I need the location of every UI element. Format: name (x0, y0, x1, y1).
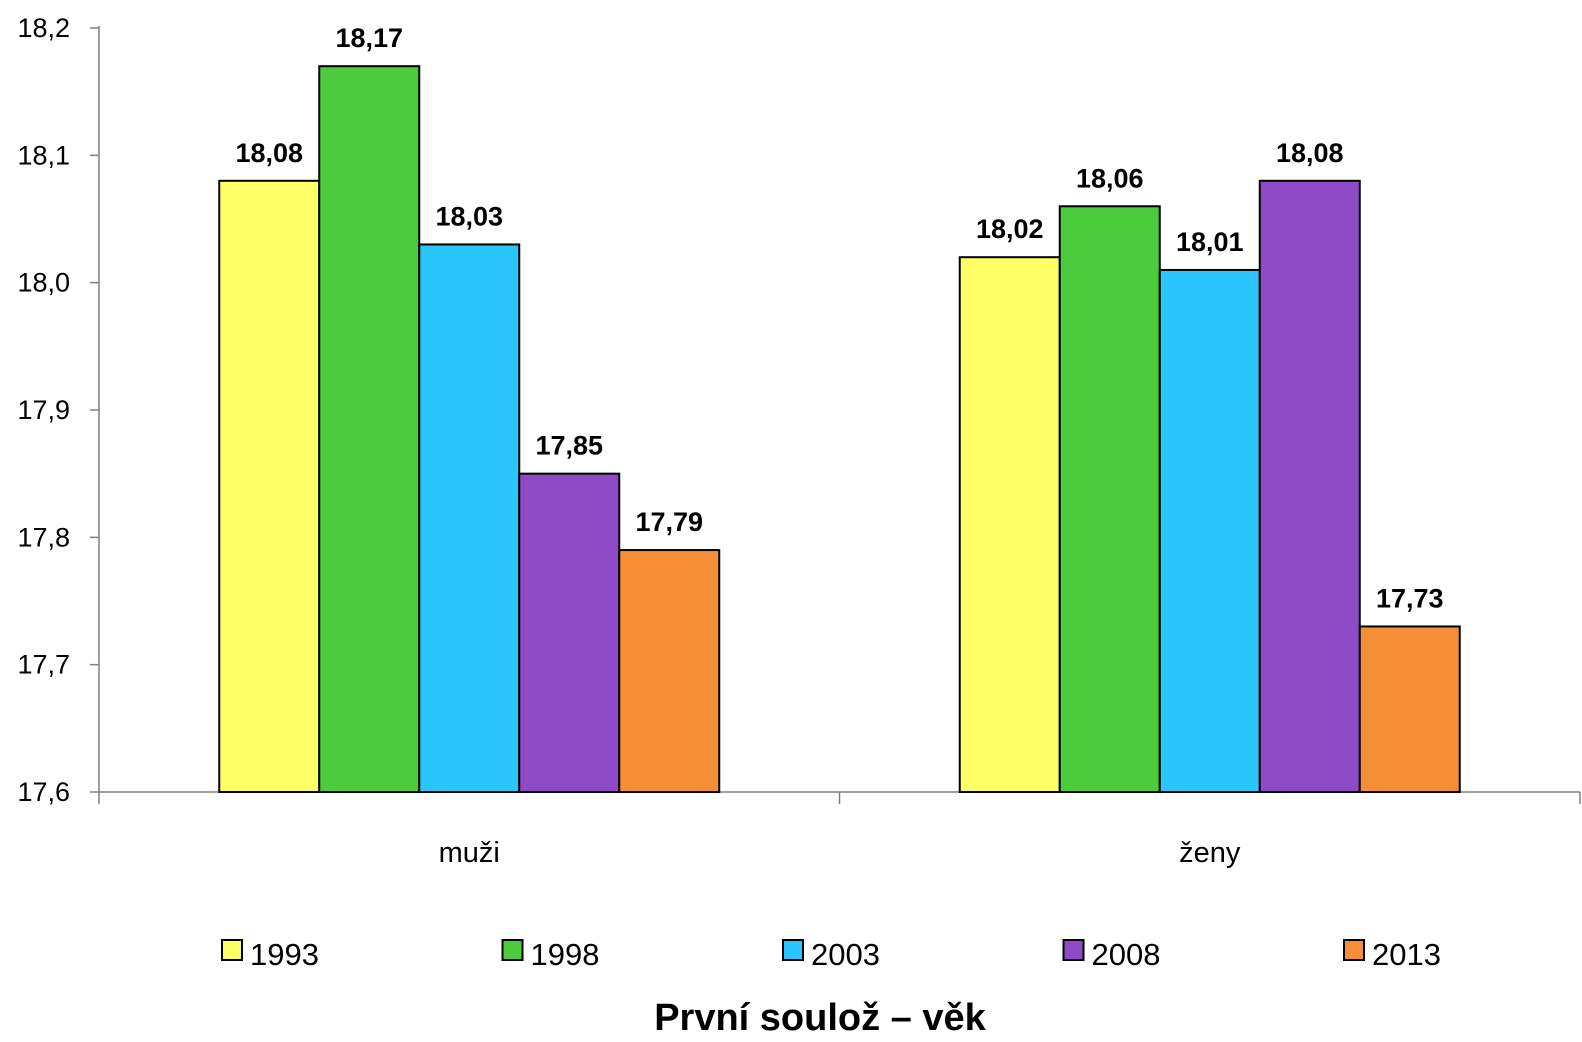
bar-2013-1 (1358, 625, 1461, 794)
legend-swatch (221, 939, 243, 961)
legend-label: 2008 (1092, 937, 1161, 972)
data-label: 18,08 (1276, 138, 1344, 168)
legend-swatch (501, 939, 524, 961)
legend-label: 2003 (811, 937, 880, 972)
bar-1993-1 (958, 256, 1061, 793)
data-label: 18,17 (335, 23, 403, 53)
data-label: 17,73 (1376, 583, 1444, 613)
y-tick-label: 17,6 (17, 777, 70, 807)
legend-swatch (1343, 939, 1365, 961)
y-tick-label: 17,8 (17, 522, 70, 552)
y-axis: 17,6 17,7 17,8 17,9 18,0 18,1 18,2 (17, 13, 100, 807)
y-tick-label: 18,1 (17, 140, 70, 170)
legend-swatch (782, 939, 804, 961)
bar-2003-1 (1158, 268, 1261, 793)
y-tick-label: 17,7 (17, 650, 70, 680)
category-label: ženy (1179, 837, 1241, 869)
data-label: 18,08 (235, 138, 303, 168)
y-tick-label: 18,2 (17, 13, 70, 43)
bar-2008-1 (1258, 179, 1361, 794)
data-label: 17,85 (535, 431, 603, 461)
category-label: muži (439, 837, 500, 869)
legend-label: 1993 (250, 937, 319, 972)
chart-title: První soulož – věk (654, 997, 986, 1039)
bar-1993-0 (218, 179, 321, 794)
bar-2013-0 (618, 549, 721, 793)
y-tick-label: 18,0 (17, 268, 70, 298)
bar-2003-0 (418, 243, 521, 793)
data-label: 18,03 (435, 201, 503, 231)
legend-label: 1998 (531, 937, 600, 972)
data-labels: 18,08 18,17 18,03 17,85 17,79 18,02 18,06 18,01… (235, 23, 1443, 613)
x-axis: muži ženy (98, 791, 1581, 869)
legend-label: 2013 (1372, 937, 1441, 972)
legend-swatch (1062, 939, 1085, 961)
legend: 1993 1998 2003 2008 2013 (221, 937, 1441, 972)
bar-1998-1 (1058, 205, 1161, 793)
data-label: 18,02 (976, 214, 1044, 244)
bar-1998-0 (318, 65, 421, 793)
bars (218, 65, 1461, 794)
bar-2008-0 (518, 472, 621, 793)
data-label: 18,06 (1076, 163, 1144, 193)
data-label: 18,01 (1176, 227, 1244, 257)
y-tick-label: 17,9 (17, 395, 70, 425)
data-label: 17,79 (635, 507, 703, 537)
